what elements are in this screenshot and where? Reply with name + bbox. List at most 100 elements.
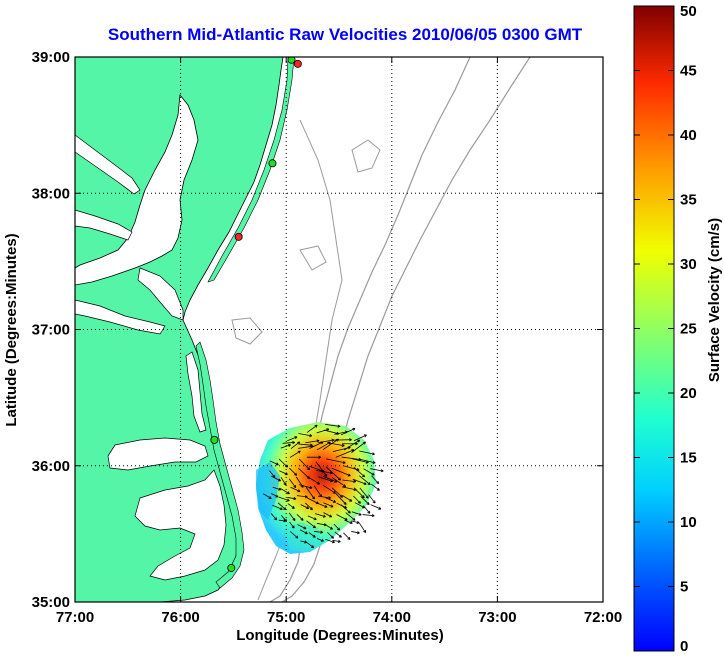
velocity-vector	[290, 486, 301, 492]
velocity-vector	[308, 532, 316, 538]
velocity-vector	[325, 423, 341, 427]
velocity-vector-head	[358, 457, 362, 460]
velocity-vector-head	[322, 469, 325, 472]
velocity-vector	[287, 497, 297, 500]
velocity-vector-head	[340, 534, 342, 538]
velocity-vector-head	[276, 494, 279, 498]
velocity-vector-head	[379, 506, 382, 510]
velocity-vector	[340, 504, 351, 514]
velocity-vector	[327, 442, 345, 447]
velocity-vector	[351, 531, 360, 534]
colorbar-tick-label: 50	[680, 3, 697, 20]
velocity-vector	[307, 515, 317, 520]
velocity-vector	[342, 479, 356, 483]
velocity-vector	[352, 478, 367, 485]
velocity-vector	[289, 531, 299, 539]
colorbar-label: Surface Velocity (cm/s)	[706, 218, 723, 382]
velocity-vector	[322, 475, 338, 483]
velocity-vector	[297, 524, 307, 530]
velocity-vector-head	[308, 467, 310, 470]
velocity-vector-head	[323, 514, 326, 518]
velocity-vector	[342, 495, 352, 502]
albemarle-sound	[107, 437, 209, 471]
station-marker	[210, 435, 219, 444]
velocity-vector-head	[305, 531, 308, 534]
velocity-vector	[316, 522, 327, 526]
x-axis-ticks: 77:00 76:00 75:00 74:00 73:00 72:00	[56, 57, 622, 626]
velocity-vector-head	[330, 526, 333, 530]
velocity-vector-head	[283, 519, 286, 522]
velocity-vector	[278, 519, 286, 522]
velocity-vector	[305, 486, 315, 500]
velocity-field-low-south	[284, 522, 322, 552]
velocity-vector	[298, 445, 314, 449]
velocity-vector	[341, 486, 357, 491]
colorbar-tick-label: 40	[680, 127, 697, 144]
velocity-vector-head	[349, 438, 352, 441]
velocity-vector	[316, 428, 330, 434]
velocity-vector-head	[334, 479, 338, 483]
velocity-vector	[315, 461, 328, 477]
velocity-vector	[325, 466, 341, 481]
velocity-vector	[371, 475, 379, 484]
velocity-vector	[277, 502, 287, 510]
velocity-vector-head	[287, 491, 290, 494]
velocity-vector	[353, 434, 367, 442]
velocity-vector	[313, 485, 322, 498]
velocity-vector	[331, 477, 346, 487]
velocity-vector-head	[295, 472, 298, 476]
velocity-vector	[290, 441, 300, 450]
x-axis-label: Longitude (Degrees:Minutes)	[236, 627, 444, 644]
velocity-vector-head	[301, 517, 304, 521]
velocity-vector-head	[318, 481, 321, 485]
velocity-vector-head	[328, 496, 331, 499]
velocity-vector-head	[344, 484, 346, 487]
x-tick-label: 77:00	[56, 609, 94, 626]
velocity-vector-head	[338, 527, 341, 531]
velocity-vector-head	[292, 440, 295, 443]
velocity-vector-head	[269, 496, 272, 499]
velocity-vector	[309, 465, 325, 472]
velocity-vector	[271, 493, 279, 498]
velocity-vector-head	[278, 487, 282, 491]
velocity-vector-head	[359, 500, 361, 504]
velocity-vector	[278, 496, 290, 502]
velocity-vector-head	[318, 455, 322, 458]
velocity-vector	[298, 458, 310, 471]
velocity-vector	[353, 466, 365, 478]
velocity-vector-head	[344, 505, 347, 509]
colorbar-tick-label: 0	[680, 638, 688, 655]
velocity-vector	[317, 495, 331, 499]
velocity-vector-head	[345, 501, 347, 505]
velocity-vector	[370, 468, 384, 472]
x-tick-label: 74:00	[373, 609, 411, 626]
velocity-vector-head	[284, 507, 287, 510]
velocity-vector-head	[310, 443, 313, 446]
velocity-vector	[272, 486, 281, 491]
velocity-vector-head	[363, 495, 365, 498]
velocity-vector	[280, 444, 291, 449]
barrier-island-delmarva	[207, 57, 295, 283]
velocity-vector-head	[348, 473, 351, 477]
velocity-vector	[305, 502, 313, 510]
velocity-vector-head	[343, 460, 346, 464]
bay-mouth	[137, 267, 184, 321]
velocity-vector	[334, 531, 342, 538]
currituck-sound	[185, 351, 207, 433]
velocity-vector-head	[353, 517, 356, 521]
velocity-vector	[289, 521, 295, 529]
velocity-vector	[359, 475, 371, 485]
velocity-vector-head	[313, 534, 316, 538]
velocity-vector	[323, 512, 332, 518]
velocity-vector	[323, 502, 334, 508]
isobath-canyon-2	[299, 245, 327, 271]
velocity-vector-head	[348, 536, 351, 540]
velocity-vector	[306, 424, 318, 433]
velocity-vector	[300, 504, 309, 509]
velocity-vector-head	[372, 452, 375, 455]
colorbar-tick-label: 35	[680, 192, 697, 209]
velocity-vector-head	[349, 510, 351, 514]
velocity-vector	[331, 487, 343, 498]
velocity-vector	[299, 529, 308, 535]
velocity-vector	[359, 487, 369, 499]
